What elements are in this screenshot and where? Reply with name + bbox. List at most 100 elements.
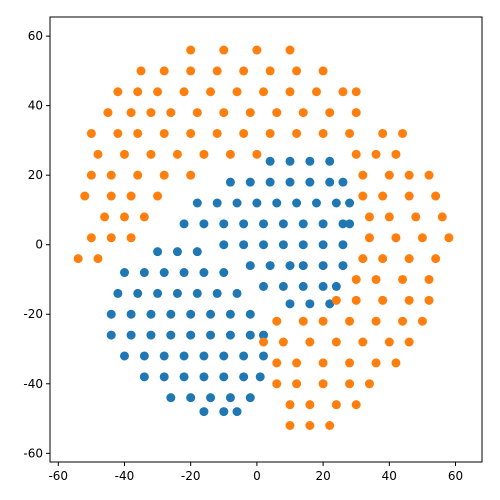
x-tick-label: 20 (315, 469, 330, 483)
point (278, 337, 288, 347)
point (331, 295, 341, 305)
point (126, 108, 136, 118)
point (219, 268, 229, 278)
point (325, 177, 335, 187)
point (245, 261, 255, 271)
point (272, 108, 282, 118)
point (239, 372, 249, 382)
point (417, 233, 427, 243)
point (338, 240, 348, 250)
point (345, 379, 355, 389)
point (119, 268, 129, 278)
point (358, 170, 368, 180)
point (139, 268, 149, 278)
point (331, 337, 341, 347)
point (325, 299, 335, 309)
point (179, 351, 189, 361)
point (106, 309, 116, 319)
point (259, 281, 269, 291)
point (179, 87, 189, 97)
point (331, 400, 341, 410)
point (225, 309, 235, 319)
point (192, 198, 202, 208)
point (252, 198, 262, 208)
point (278, 281, 288, 291)
point (318, 219, 328, 229)
point (305, 400, 315, 410)
point (325, 108, 335, 118)
point (318, 358, 328, 368)
y-tick-label: -20 (23, 307, 43, 321)
point (298, 219, 308, 229)
point (192, 108, 202, 118)
point (358, 191, 368, 201)
point (371, 358, 381, 368)
point (404, 254, 414, 264)
point (106, 233, 116, 243)
point (318, 281, 328, 291)
point (232, 407, 242, 417)
point (159, 128, 169, 138)
point (358, 337, 368, 347)
point (259, 219, 269, 229)
point (133, 87, 143, 97)
point (219, 219, 229, 229)
point (119, 351, 129, 361)
point (146, 309, 156, 319)
point (378, 254, 388, 264)
point (212, 288, 222, 298)
point (259, 351, 269, 361)
point (292, 379, 302, 389)
point (133, 170, 143, 180)
point (417, 316, 427, 326)
point (391, 233, 401, 243)
point (259, 87, 269, 97)
point (398, 128, 408, 138)
point (285, 45, 295, 55)
point (371, 316, 381, 326)
point (245, 393, 255, 403)
point (225, 330, 235, 340)
point (285, 87, 295, 97)
point (285, 420, 295, 430)
point (106, 330, 116, 340)
point (431, 191, 441, 201)
y-tick-label: -40 (23, 377, 43, 391)
point (206, 309, 216, 319)
point (265, 177, 275, 187)
point (424, 170, 434, 180)
point (331, 281, 341, 291)
point (239, 240, 249, 250)
point (305, 177, 315, 187)
point (186, 330, 196, 340)
point (378, 191, 388, 201)
point (259, 337, 269, 347)
point (139, 351, 149, 361)
point (338, 87, 348, 97)
point (285, 400, 295, 410)
point (166, 393, 176, 403)
point (318, 128, 328, 138)
point (153, 191, 163, 201)
point (351, 108, 361, 118)
point (225, 149, 235, 159)
point (345, 198, 355, 208)
point (199, 219, 209, 229)
point (212, 198, 222, 208)
point (384, 170, 394, 180)
point (278, 240, 288, 250)
point (146, 330, 156, 340)
point (199, 351, 209, 361)
point (398, 274, 408, 284)
point (265, 66, 275, 76)
point (126, 191, 136, 201)
point (179, 219, 189, 229)
point (199, 149, 209, 159)
point (146, 149, 156, 159)
point (172, 149, 182, 159)
point (351, 87, 361, 97)
point (133, 288, 143, 298)
point (311, 198, 321, 208)
point (292, 198, 302, 208)
